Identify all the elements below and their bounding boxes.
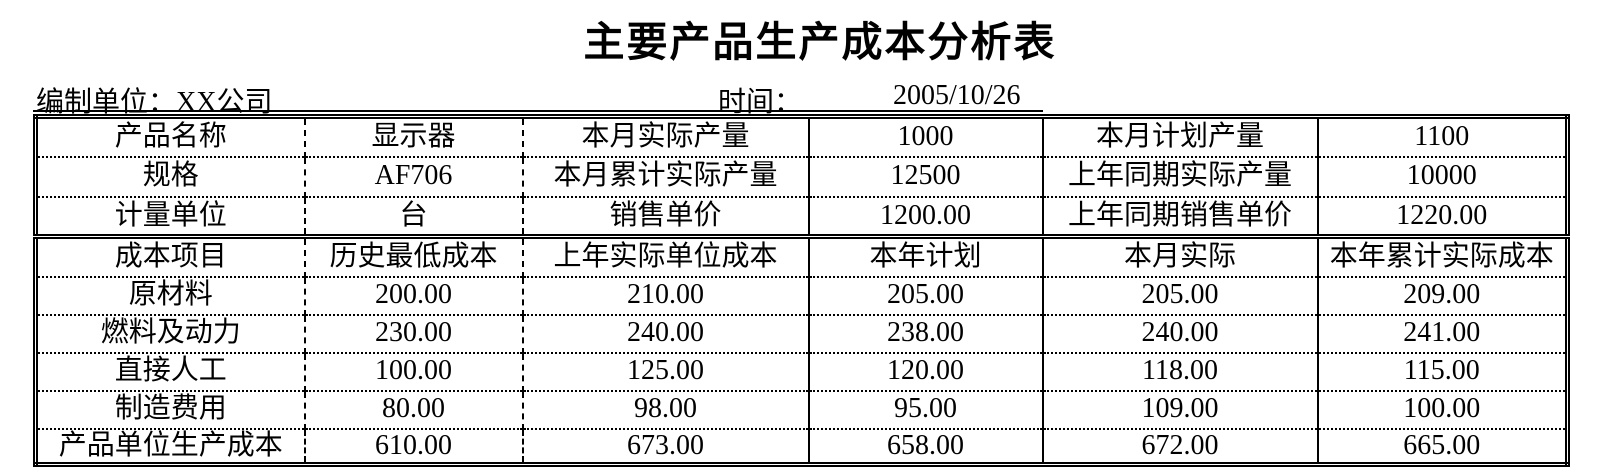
cost-row: 原材料 200.00 210.00 205.00 205.00 209.00	[35, 275, 1568, 315]
cost-item-cell: 制造费用	[35, 389, 305, 429]
cost-value-cell: 672.00	[1041, 427, 1318, 465]
cost-row: 直接人工 100.00 125.00 120.00 118.00 115.00	[35, 351, 1568, 391]
cost-header-cell: 历史最低成本	[303, 234, 523, 277]
info-label-cell: 本月累计实际产量	[521, 155, 809, 197]
info-value-cell: 10000	[1316, 155, 1568, 197]
cost-value-cell: 230.00	[303, 313, 523, 353]
info-label-cell: 本月计划产量	[1041, 116, 1318, 157]
cost-value-cell: 200.00	[303, 275, 523, 315]
prepared-by-label: 编制单位：XX公司	[36, 87, 273, 118]
info-label-cell: 产品名称	[114, 121, 227, 153]
cost-header-cell: 上年实际单位成本	[521, 234, 809, 277]
cost-value-cell: 118.00	[1041, 351, 1318, 391]
cost-header-cell: 本年计划	[807, 234, 1043, 277]
info-value-cell: 12500	[807, 155, 1043, 197]
cost-row: 制造费用 80.00 98.00 95.00 109.00 100.00	[35, 389, 1568, 429]
info-value-cell: 1220.00	[1316, 195, 1568, 237]
cost-value-cell: 100.00	[1316, 389, 1568, 429]
cost-header-cell: 本年累计实际成本	[1316, 234, 1568, 277]
cost-value-cell: 125.00	[521, 351, 809, 391]
cost-value-cell: 658.00	[807, 427, 1043, 465]
cost-value-cell: 673.00	[521, 427, 809, 465]
info-label-cell: 规格	[35, 155, 305, 197]
cost-value-cell: 100.00	[303, 351, 523, 391]
time-label: 时间：	[718, 87, 803, 118]
cost-value-cell: 109.00	[1041, 389, 1318, 429]
cost-value-cell: 241.00	[1316, 313, 1568, 353]
info-value-cell: AF706	[303, 155, 523, 197]
info-value-cell: 1200.00	[807, 195, 1043, 237]
cost-value-cell: 98.00	[521, 389, 809, 429]
cost-value-cell: 240.00	[521, 313, 809, 353]
cost-value-cell: 115.00	[1316, 351, 1568, 391]
cost-value-cell: 205.00	[807, 275, 1043, 315]
cost-item-cell: 直接人工	[35, 351, 305, 391]
cost-row: 燃料及动力 230.00 240.00 238.00 240.00 241.00	[35, 313, 1568, 353]
date-value: 2005/10/26	[893, 80, 1021, 111]
cost-value-cell: 210.00	[521, 275, 809, 315]
cost-value-cell: 665.00	[1316, 427, 1568, 465]
cost-value-cell: 95.00	[807, 389, 1043, 429]
cost-analysis-table: 产品名称 显示器 本月实际产量 1000 本月计划产量 1100 规格 AF70…	[33, 114, 1570, 467]
page-title: 主要产品生产成本分析表	[583, 19, 1057, 65]
info-label-cell: 本月实际产量	[521, 116, 809, 157]
info-label-cell: 计量单位	[35, 195, 305, 237]
cost-header-row: 成本项目 历史最低成本 上年实际单位成本 本年计划 本月实际 本年累计实际成本	[35, 234, 1568, 277]
cost-value-cell: 610.00	[303, 427, 523, 465]
info-label-cell: 销售单价	[521, 195, 809, 237]
cost-header-cell: 本月实际	[1041, 234, 1318, 277]
cost-item-cell: 原材料	[35, 275, 305, 315]
info-label-cell: 上年同期实际产量	[1041, 155, 1318, 197]
cost-row-total: 产品单位生产成本 610.00 673.00 658.00 672.00 665…	[35, 427, 1568, 465]
meta-underline	[33, 110, 1043, 112]
info-label-cell: 上年同期销售单价	[1041, 195, 1318, 237]
cost-value-cell: 80.00	[303, 389, 523, 429]
cost-value-cell: 238.00	[807, 313, 1043, 353]
info-value-cell: 1100	[1316, 116, 1568, 157]
cost-value-cell: 240.00	[1041, 313, 1318, 353]
cost-value-cell: 120.00	[807, 351, 1043, 391]
product-info-row: 产品名称 显示器 本月实际产量 1000 本月计划产量 1100	[36, 116, 1568, 157]
info-value-cell: 显示器	[303, 116, 523, 157]
cost-item-cell: 产品单位生产成本	[35, 427, 305, 465]
info-value-cell: 台	[303, 195, 523, 237]
product-info-row: 计量单位 台 销售单价 1200.00 上年同期销售单价 1220.00	[35, 195, 1568, 237]
cost-value-cell: 209.00	[1316, 275, 1568, 315]
cost-value-cell: 205.00	[1041, 275, 1318, 315]
cost-item-cell: 燃料及动力	[35, 313, 305, 353]
cost-header-cell: 成本项目	[35, 234, 305, 277]
product-info-row: 规格 AF706 本月累计实际产量 12500 上年同期实际产量 10000	[35, 155, 1568, 197]
info-value-cell: 1000	[807, 116, 1043, 157]
